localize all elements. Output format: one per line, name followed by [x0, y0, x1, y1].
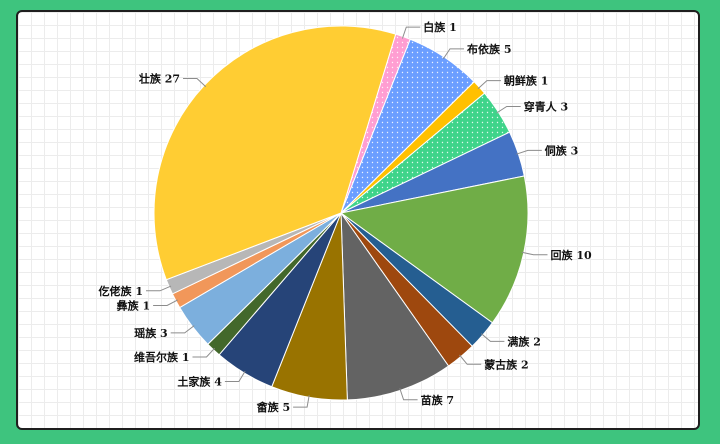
- pie-slice-pattern-3: [341, 93, 510, 213]
- leader-lines: [146, 26, 548, 408]
- slice-labels: 白族 1 布依族 5 朝鲜族 1 穿青人 3 侗族 3 回族 10 满族 2 蒙古族 2 苗族 …: [98, 20, 592, 414]
- slice-label-14: 仡佬族 1: [98, 284, 143, 298]
- slice-label-1: 布依族 5: [467, 42, 511, 56]
- leader-line-3: [496, 106, 521, 114]
- slice-label-5: 回族 10: [551, 248, 592, 262]
- leader-line-13: [153, 299, 178, 306]
- slice-label-6: 满族 2: [507, 334, 540, 348]
- slice-label-2: 朝鲜族 1: [504, 74, 548, 88]
- leader-line-7: [459, 354, 482, 365]
- leader-line-4: [516, 149, 542, 155]
- slice-label-3: 穿青人 3: [524, 100, 568, 114]
- slice-label-9: 畲族 5: [256, 400, 290, 414]
- slice-label-4: 侗族 3: [544, 143, 578, 157]
- leader-line-0: [401, 26, 421, 39]
- leader-line-12: [170, 325, 195, 334]
- slice-label-10: 土家族 4: [177, 375, 222, 389]
- leader-line-5: [521, 251, 548, 256]
- leader-line-8: [399, 388, 418, 401]
- slice-label-0: 白族 1: [423, 20, 456, 34]
- leader-line-11: [192, 347, 216, 358]
- slice-label-12: 瑶族 3: [134, 326, 167, 340]
- leader-line-10: [224, 370, 246, 382]
- slice-label-11: 维吾尔族 1: [134, 350, 189, 364]
- slice-label-8: 苗族 7: [421, 393, 454, 407]
- pie-slices: [153, 25, 529, 401]
- leader-line-9: [293, 395, 310, 408]
- pie-slice-pattern-1: [341, 39, 475, 213]
- slice-label-15: 壮族 27: [139, 72, 180, 86]
- slice-label-13: 彝族 1: [117, 299, 150, 313]
- leader-line-6: [480, 333, 505, 342]
- leader-line-2: [477, 80, 501, 90]
- slice-label-7: 蒙古族 2: [484, 357, 528, 371]
- leader-line-1: [442, 48, 464, 60]
- leader-line-14: [146, 285, 172, 292]
- leader-line-15: [183, 78, 207, 88]
